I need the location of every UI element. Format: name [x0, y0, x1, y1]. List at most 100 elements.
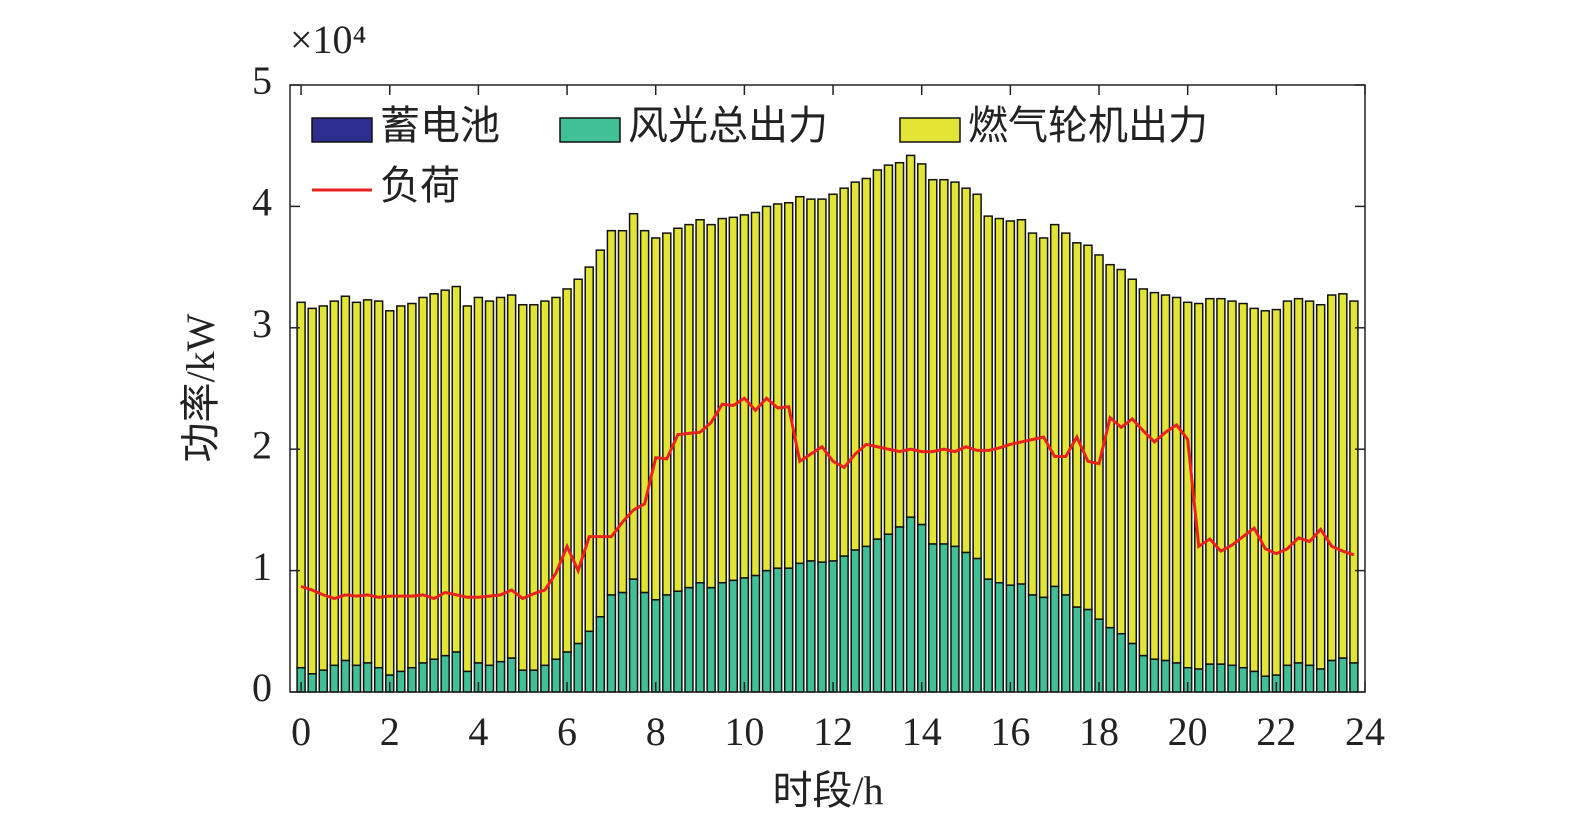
bar-segment: [1083, 244, 1093, 611]
bar-segment: [429, 658, 439, 693]
bar-segment: [750, 574, 761, 693]
bar-segment: [706, 223, 716, 589]
bar-segment: [351, 301, 362, 667]
bar-segment: [1227, 300, 1237, 667]
bar-segment: [606, 594, 617, 693]
bar-segment: [650, 237, 661, 601]
bar-segment: [407, 302, 417, 669]
bar-segment: [296, 301, 306, 669]
legend-swatch: [899, 117, 961, 143]
bar-segment: [961, 551, 971, 693]
bar-segment: [1249, 307, 1259, 673]
bar-segment: [1194, 302, 1204, 670]
bar-segment: [440, 289, 450, 657]
bar-segment: [1038, 596, 1049, 693]
bar-segment: [1105, 263, 1115, 629]
legend-label: 风光总出力: [628, 103, 828, 148]
bar-segment: [717, 581, 727, 693]
bar-segment: [628, 212, 639, 580]
bar-segment: [1160, 294, 1171, 662]
bar-segment: [850, 181, 860, 551]
bar-segment: [373, 666, 384, 693]
x-tick-label: 24: [1345, 709, 1385, 754]
bar-segment: [1205, 663, 1215, 693]
bar-segment: [595, 615, 606, 693]
bar-segment: [761, 569, 772, 693]
bar-segment: [1271, 308, 1282, 676]
bar-segment: [1315, 668, 1326, 693]
bar-segment: [1094, 254, 1104, 620]
bar-segment: [1194, 668, 1204, 693]
bar-segment: [717, 217, 727, 584]
bar-segment: [418, 662, 428, 693]
bar-segment: [839, 555, 849, 693]
bar-segment: [1016, 583, 1027, 693]
bar-segment: [418, 296, 428, 664]
bar-segment: [606, 229, 617, 596]
bar-segment: [540, 300, 550, 667]
bar-segment: [928, 178, 938, 545]
x-tick-label: 10: [724, 709, 764, 754]
bar-segment: [662, 594, 672, 693]
bar-segment: [584, 630, 594, 693]
bar-segment: [462, 670, 473, 693]
bar-segment: [540, 664, 550, 693]
bar-segment: [639, 591, 650, 693]
y-tick-label: 1: [252, 544, 272, 589]
bar-segment: [1072, 606, 1082, 693]
bar-segment: [916, 523, 927, 693]
bar-segment: [451, 285, 461, 653]
bar-segment: [1072, 242, 1082, 608]
bar-segment: [340, 295, 351, 662]
bar-segment: [1116, 632, 1126, 693]
bar-segment: [684, 223, 694, 589]
bar-segment: [728, 216, 739, 582]
x-tick-label: 20: [1168, 709, 1208, 754]
bar-segment: [307, 673, 317, 693]
bar-segment: [806, 560, 816, 693]
bar-segment: [484, 300, 495, 667]
bar-segment: [340, 659, 351, 693]
bar-segment: [1127, 642, 1138, 693]
bar-segment: [783, 202, 794, 569]
bar-segment: [861, 545, 872, 693]
bar-segment: [529, 303, 539, 671]
bar-segment: [639, 229, 650, 594]
bar-segment: [1116, 268, 1126, 635]
bar-segment: [1149, 291, 1160, 660]
bar-segment: [1105, 626, 1115, 693]
bar-segment: [451, 651, 461, 693]
bar-segment: [817, 198, 827, 563]
bar-segment: [506, 657, 517, 693]
x-axis-label: 时段/h: [772, 768, 883, 813]
bar-segment: [1094, 618, 1104, 693]
bar-segment: [1304, 300, 1315, 667]
bar-segment: [1138, 288, 1149, 657]
bar-segment: [1171, 296, 1182, 664]
x-tick-label: 0: [291, 709, 311, 754]
x-tick-label: 18: [1079, 709, 1119, 754]
bar-segment: [407, 666, 417, 693]
bar-segment: [772, 567, 783, 693]
bar-segment: [1327, 294, 1337, 662]
legend-label: 蓄电池: [380, 103, 500, 148]
y-tick-label: 0: [252, 665, 272, 710]
bar-segment: [462, 305, 473, 673]
bar-segment: [551, 658, 561, 693]
y-tick-label: 3: [252, 301, 272, 346]
bar-segment: [673, 227, 683, 592]
bar-segment: [1315, 303, 1326, 670]
bar-segment: [318, 305, 328, 671]
bar-segment: [1016, 219, 1027, 585]
bar-segment: [495, 660, 506, 693]
bar-segment: [806, 198, 816, 562]
bar-segment: [484, 664, 495, 693]
y-tick-label: 5: [252, 58, 272, 103]
bar-segment: [1038, 237, 1049, 599]
bar-segment: [728, 579, 739, 693]
bar-segment: [617, 229, 628, 594]
bar-segment: [994, 217, 1005, 584]
y-tick-label: 4: [252, 180, 272, 225]
bar-segment: [950, 545, 960, 693]
